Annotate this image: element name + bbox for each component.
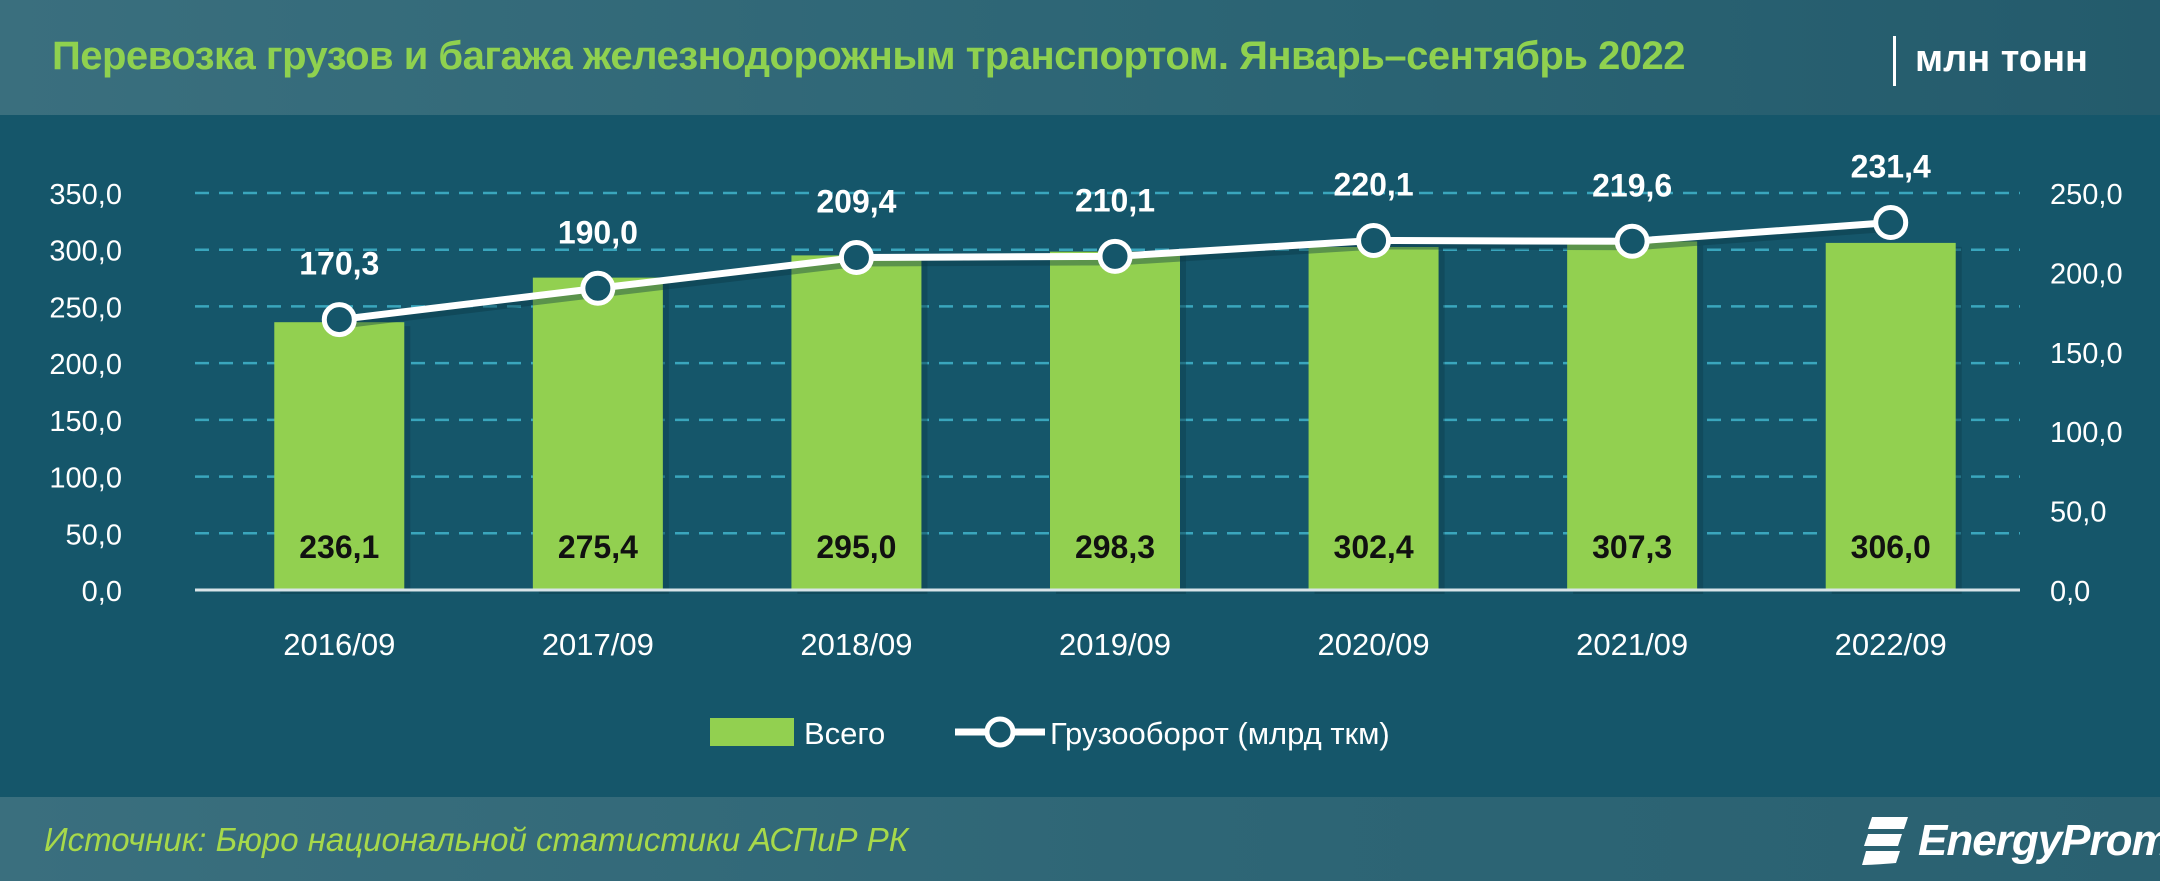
combo-chart: 0,0 50,0 100,0 150,0 200,0 250,0 300,0 350,0 0,0…: [49, 149, 2123, 751]
line-marker: [838, 239, 874, 275]
x-axis-label: 2016/09: [283, 627, 395, 662]
left-axis-tick: 150,0: [49, 406, 122, 438]
bar-value-label: 295,0: [816, 529, 896, 565]
line-value-label: 220,1: [1334, 166, 1414, 202]
x-axis-label: 2020/09: [1318, 627, 1430, 662]
line-value-label: 219,6: [1592, 167, 1672, 203]
logo-text: EnergyProm: [1918, 816, 2160, 865]
right-axis-tick: 100,0: [2050, 417, 2123, 449]
line-marker: [1873, 205, 1909, 241]
line-marker: [580, 270, 616, 306]
left-axis-tick: 250,0: [49, 292, 122, 324]
left-axis-tick: 0,0: [82, 576, 122, 608]
bar-value-label: 302,4: [1334, 529, 1414, 565]
legend-swatch-bar: [710, 718, 794, 746]
left-axis-tick: 50,0: [66, 519, 122, 551]
bar-vsego: [1825, 242, 1956, 590]
line-marker: [321, 302, 357, 338]
line-value-label: 190,0: [558, 214, 638, 250]
x-axis-label: 2019/09: [1059, 627, 1171, 662]
line-value-label: 170,3: [299, 246, 379, 282]
bar-vsego: [1567, 241, 1698, 590]
right-axis-tick: 50,0: [2050, 497, 2106, 529]
bar-value-label: 298,3: [1075, 529, 1155, 565]
x-axis-label: 2021/09: [1576, 627, 1688, 662]
bar-value-label: 307,3: [1592, 529, 1672, 565]
legend-label-gruzooborot: Грузооборот (млрд ткм): [1050, 716, 1390, 751]
bar-vsego: [532, 277, 663, 590]
bar-value-label: 306,0: [1851, 529, 1931, 565]
line-value-label: 231,4: [1851, 149, 1931, 185]
chart-header: Перевозка грузов и багажа железнодорожны…: [0, 0, 2160, 115]
right-axis-tick: 150,0: [2050, 338, 2123, 370]
title-separator: [1893, 36, 1896, 86]
right-axis-tick: 0,0: [2050, 576, 2090, 608]
bar-value-label: 236,1: [299, 529, 379, 565]
chart-area: 0,0 50,0 100,0 150,0 200,0 250,0 300,0 350,0 0,0…: [0, 115, 2160, 797]
line-value-label: 210,1: [1075, 182, 1155, 218]
left-axis-tick: 100,0: [49, 463, 122, 495]
left-axis-tick: 350,0: [49, 179, 122, 211]
left-axis-tick: 200,0: [49, 349, 122, 381]
legend-swatch-marker: [984, 716, 1016, 748]
energyprom-logo-icon: [1862, 817, 1908, 865]
line-marker: [1097, 238, 1133, 274]
bar-vsego: [1050, 251, 1180, 590]
bar-vsego: [1308, 246, 1439, 590]
right-axis-tick: 250,0: [2050, 179, 2123, 211]
line-value-label: 209,4: [816, 183, 896, 219]
chart-title: Перевозка грузов и багажа железнодорожны…: [52, 34, 1686, 78]
chart-footer: Источник: Бюро национальной статистики А…: [0, 797, 2160, 881]
x-axis-label: 2017/09: [542, 627, 654, 662]
line-marker: [1614, 223, 1650, 259]
x-axis-label: 2022/09: [1835, 627, 1947, 662]
bar-value-label: 275,4: [558, 529, 638, 565]
right-axis-tick: 200,0: [2050, 258, 2123, 290]
left-axis-tick: 300,0: [49, 236, 122, 268]
legend-label-vsego: Всего: [804, 716, 885, 751]
source-note: Источник: Бюро национальной статистики А…: [44, 821, 909, 858]
bar-vsego: [791, 255, 922, 590]
unit-label: млн тонн: [1915, 38, 2088, 80]
line-marker: [1356, 222, 1392, 258]
energyprom-logo: EnergyProm: [1862, 813, 2160, 869]
x-axis-label: 2018/09: [800, 627, 912, 662]
bar-vsego: [274, 322, 405, 590]
